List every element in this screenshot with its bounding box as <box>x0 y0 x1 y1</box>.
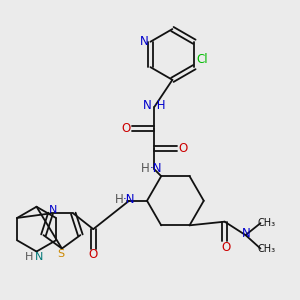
Text: O: O <box>221 241 231 254</box>
Text: CH₃: CH₃ <box>258 244 276 254</box>
Text: N: N <box>140 35 148 48</box>
Text: O: O <box>178 142 188 155</box>
Text: H: H <box>25 252 33 262</box>
Text: ·N: ·N <box>123 194 135 206</box>
Text: S: S <box>58 249 65 259</box>
Text: Cl: Cl <box>197 53 208 66</box>
Text: N: N <box>35 252 43 262</box>
Text: O: O <box>88 248 98 261</box>
Text: ·H: ·H <box>154 99 166 112</box>
Text: O: O <box>122 122 131 135</box>
Text: H: H <box>141 162 150 175</box>
Text: H: H <box>115 194 124 206</box>
Text: ·N: ·N <box>150 162 162 175</box>
Text: N: N <box>49 205 57 215</box>
Text: N: N <box>142 99 152 112</box>
Text: CH₃: CH₃ <box>258 218 276 228</box>
Text: N: N <box>242 227 251 240</box>
